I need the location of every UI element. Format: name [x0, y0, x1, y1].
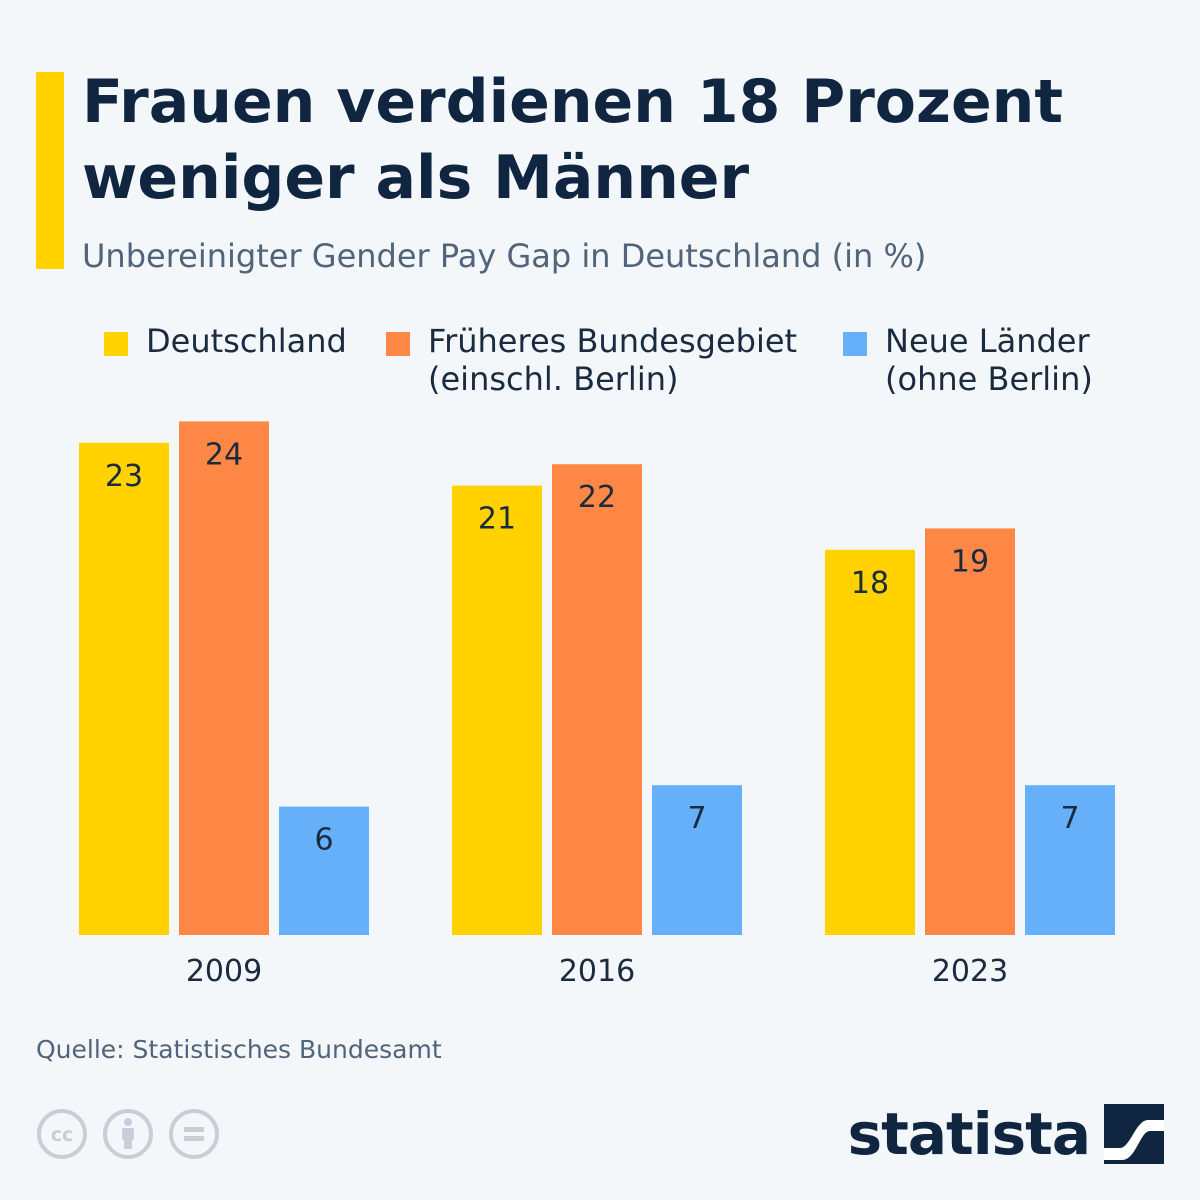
bar-2009-series-2 — [179, 421, 269, 935]
data-label-2016-series-1: 21 — [478, 502, 516, 537]
bar-2023-series-1 — [825, 549, 915, 935]
legend-label-line-2: (einschl. Berlin) — [428, 360, 679, 398]
title-accent-bar — [36, 72, 64, 269]
legend-label-neue-laender: Neue Länder (ohne Berlin) — [885, 322, 1093, 398]
bar-2016-series-2 — [552, 464, 642, 935]
data-label-2023-series-1: 18 — [851, 566, 889, 601]
legend-label-frueheres-bundesgebiet: Früheres Bundesgebiet (einschl. Berlin) — [428, 322, 797, 398]
bar-chart: 23 24 6 2009 21 22 7 2016 18 19 7 2023 — [79, 421, 1115, 989]
x-tick-label-2016: 2016 — [559, 954, 635, 989]
source-note: Quelle: Statistisches Bundesamt — [36, 1035, 442, 1064]
chart-subtitle: Unbereinigter Gender Pay Gap in Deutschl… — [82, 237, 927, 275]
attribution-icon — [103, 1109, 153, 1159]
data-label-2009-series-1: 23 — [105, 459, 143, 494]
data-label-2023-series-2: 19 — [951, 544, 989, 579]
x-tick-label-2009: 2009 — [186, 954, 262, 989]
statista-mark-icon — [1104, 1104, 1164, 1164]
bar-2016-series-1 — [452, 485, 542, 935]
bar-2009-series-1 — [79, 442, 169, 935]
chart-title-line-2: weniger als Männer — [82, 143, 750, 213]
data-label-2016-series-3: 7 — [687, 801, 706, 836]
legend-swatch-neue-laender — [843, 332, 867, 356]
legend-label-deutschland: Deutschland — [146, 322, 347, 360]
svg-text:cc: cc — [51, 1124, 74, 1146]
data-label-2009-series-2: 24 — [205, 437, 243, 472]
chart-title-line-1: Frauen verdienen 18 Prozent — [82, 67, 1064, 137]
cc-icon: cc — [37, 1109, 87, 1159]
no-derivatives-icon — [169, 1109, 219, 1159]
bar-2009-series-3 — [279, 806, 369, 935]
legend-label-line-1: Deutschland — [146, 322, 347, 360]
data-label-2023-series-3: 7 — [1060, 801, 1079, 836]
x-tick-label-2023: 2023 — [932, 954, 1008, 989]
license-icons: cc — [36, 1108, 220, 1160]
legend-label-line-2: (ohne Berlin) — [885, 360, 1093, 398]
legend-item-neue-laender: Neue Länder (ohne Berlin) — [843, 322, 1093, 398]
legend-item-frueheres-bundesgebiet: Früheres Bundesgebiet (einschl. Berlin) — [386, 322, 797, 398]
legend-label-line-1: Früheres Bundesgebiet — [428, 322, 798, 360]
statista-logo: statista — [848, 1100, 1164, 1168]
bar-2023-series-3 — [1025, 785, 1115, 935]
data-label-2016-series-2: 22 — [578, 480, 616, 515]
legend-item-deutschland: Deutschland — [104, 322, 347, 360]
data-label-2009-series-3: 6 — [314, 823, 333, 858]
bar-2023-series-2 — [925, 528, 1015, 935]
statista-wordmark: statista — [847, 1100, 1091, 1168]
legend-swatch-frueheres-bundesgebiet — [386, 332, 410, 356]
chart-title: Frauen verdienen 18 Prozent weniger als … — [82, 64, 1162, 216]
bar-2016-series-3 — [652, 785, 742, 935]
legend-swatch-deutschland — [104, 332, 128, 356]
legend-label-line-1: Neue Länder — [885, 322, 1090, 360]
